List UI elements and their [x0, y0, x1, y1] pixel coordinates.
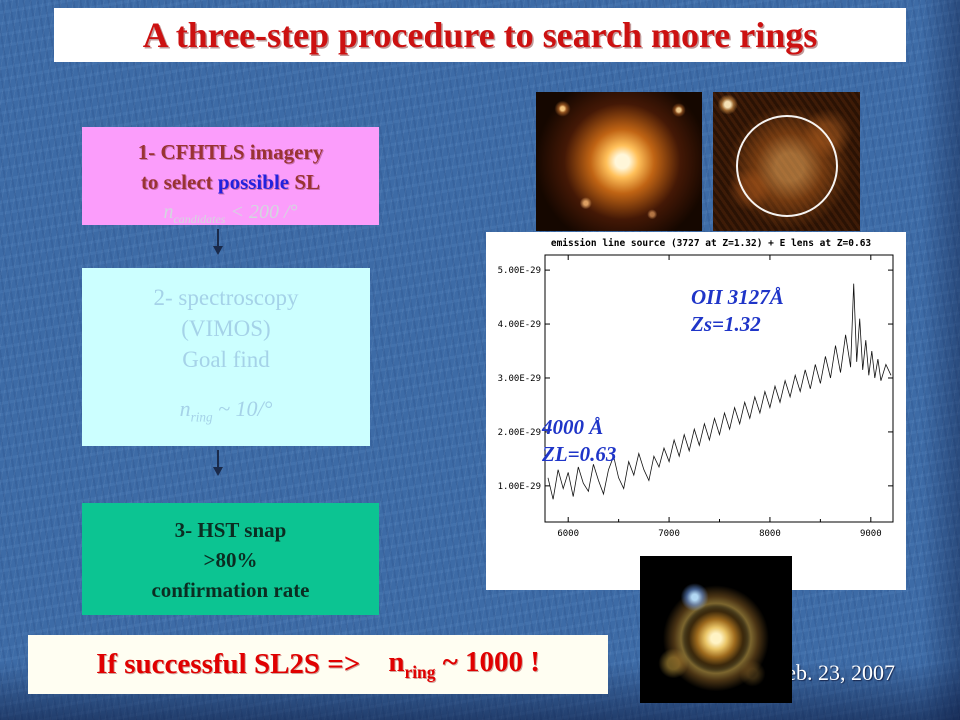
n-symbol: n: [388, 646, 405, 679]
step1-line2: to select possible SL: [82, 167, 379, 197]
n-subscript: ring: [190, 409, 213, 425]
svg-text:9000: 9000: [860, 529, 882, 539]
arrow-head-icon: [213, 246, 223, 255]
n-subscript: ring: [404, 661, 436, 682]
arrow-line: [217, 229, 219, 246]
svg-text:6000: 6000: [557, 529, 579, 539]
svg-text:7000: 7000: [658, 529, 680, 539]
step1-line2-emphasis: possible: [217, 170, 290, 194]
slide-title: A three-step procedure to search more ri…: [142, 15, 818, 55]
slide-date: Feb. 23, 2007: [774, 660, 895, 685]
spectrum-canvas: 5.00E-29 4.00E-29 3.00E-29 2.00E-29 1.00E-29…: [498, 254, 894, 539]
svg-text:2.00E-29: 2.00E-29: [498, 428, 541, 438]
svg-text:3.00E-29: 3.00E-29: [498, 374, 541, 384]
svg-text:4.00E-29: 4.00E-29: [498, 320, 541, 330]
step3-box: 3- HST snap >80% confirmation rate: [82, 503, 379, 615]
ring-candidate-image: [713, 92, 860, 231]
step1-line1: 1- CFHTLS imagery: [137, 140, 324, 164]
arrow-line: [217, 450, 219, 467]
svg-text:8000: 8000: [759, 529, 781, 539]
step2-ring-count: nring ~ 10/°: [82, 393, 370, 432]
step3-line2: >80%: [203, 548, 258, 572]
lens-annotation-line1: 4000 Å: [542, 415, 604, 439]
svg-text:5.00E-29: 5.00E-29: [498, 266, 541, 276]
oii-annotation: OII 3127Å Zs=1.32: [691, 284, 784, 339]
title-box: A three-step procedure to search more ri…: [54, 8, 906, 62]
step2-line1: 2- spectroscopy: [153, 285, 299, 310]
step2-line2: (VIMOS): [181, 316, 271, 341]
step3-line3: confirmation rate: [151, 578, 310, 602]
count-value: ~ 1000 !: [435, 646, 540, 679]
step3-line1: 3- HST snap: [174, 518, 287, 542]
step2-line3: Goal find: [182, 347, 270, 372]
step1-candidates-count: ncandidates < 200 /°: [82, 197, 379, 234]
svg-text:1.00E-29: 1.00E-29: [498, 482, 541, 492]
spectrum-title: emission line source (3727 at Z=1.32) + …: [550, 238, 872, 249]
arrow-step2-to-step3: [212, 450, 224, 476]
conclusion-box: If successful SL2S => nring ~ 1000 !: [28, 635, 608, 694]
lens-annotation-line2: ZL=0.63: [542, 442, 617, 467]
arrow-head-icon: [213, 467, 223, 476]
n-symbol: n: [179, 396, 191, 421]
lens-annotation: 4000 Å ZL=0.63: [542, 414, 616, 469]
n-subscript: candidates: [173, 212, 226, 226]
conclusion-ring-count: nring ~ 1000 !: [388, 646, 540, 683]
step1-line2-pre: to select: [140, 170, 218, 194]
step1-box: 1- CFHTLS imagery to select possible SL …: [82, 127, 379, 226]
arrow-step1-to-step2: [212, 229, 224, 255]
cfhtls-field-image: [536, 92, 702, 231]
candidate-circle-marker: [735, 114, 838, 217]
n-symbol: n: [163, 201, 174, 223]
step2-box: 2- spectroscopy (VIMOS) Goal find nring …: [82, 268, 370, 446]
oii-annotation-line2: Zs=1.32: [691, 312, 761, 337]
step1-line2-post: SL: [289, 170, 321, 194]
count-value: ~ 10/°: [212, 396, 273, 421]
spectrum-plot: emission line source (3727 at Z=1.32) + …: [486, 232, 906, 590]
conclusion-text: If successful SL2S =>: [96, 648, 361, 680]
oii-annotation-line1: OII 3127Å: [691, 285, 784, 309]
count-value: < 200 /°: [225, 201, 298, 223]
hst-ring-galaxy-image: [640, 556, 792, 703]
